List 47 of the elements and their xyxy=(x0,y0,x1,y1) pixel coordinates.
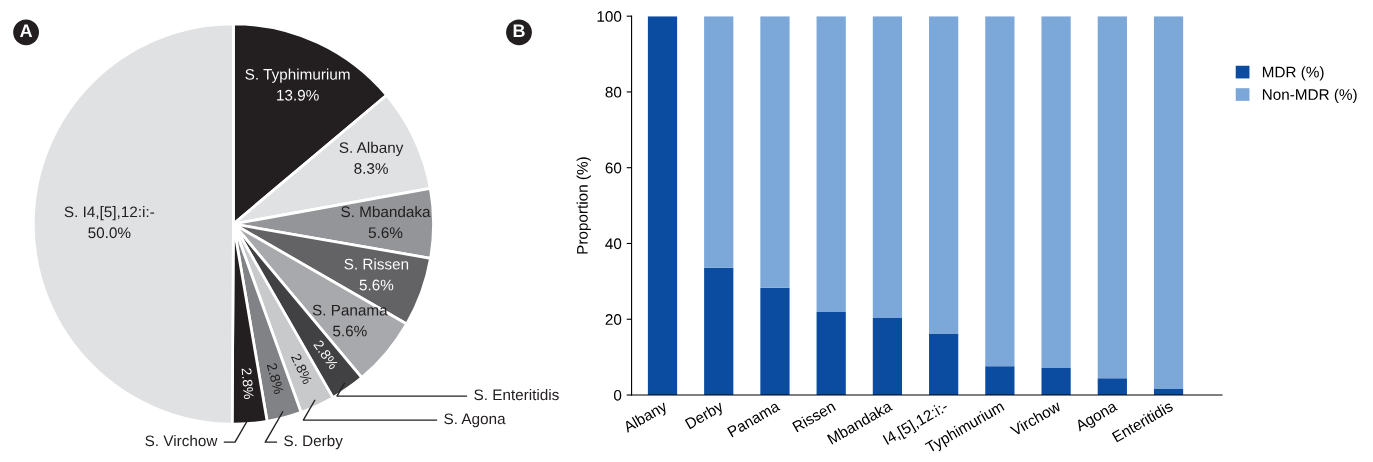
text: A xyxy=(20,24,33,38)
data-label: 8.3% xyxy=(354,163,388,174)
y-tick-label: 40 xyxy=(605,238,622,250)
slice-label: S. I4,[5],12:i:- xyxy=(64,206,155,221)
slice-label: S. Enteritidis xyxy=(474,388,559,401)
data-label: 5.6% xyxy=(333,325,367,337)
bar xyxy=(816,16,846,313)
slice-label: S. Albany xyxy=(339,141,404,157)
bar xyxy=(760,16,790,288)
text: B xyxy=(513,24,525,38)
data-label: 13.9% xyxy=(277,89,319,101)
slice-label: S. Rissen xyxy=(344,258,409,270)
slice-label: S. Agona xyxy=(444,413,506,428)
bar xyxy=(1097,378,1127,396)
bar xyxy=(929,16,959,335)
legend-label: MDR (%) xyxy=(1262,66,1324,81)
bar xyxy=(929,334,959,396)
y-axis-title: Proportion (%) xyxy=(576,157,591,254)
slice-label: S. Derby xyxy=(284,435,343,450)
data-label: 2.8% xyxy=(241,367,254,400)
bar xyxy=(1153,16,1184,389)
bar xyxy=(985,366,1015,396)
bar xyxy=(872,318,903,396)
bar xyxy=(647,16,678,396)
slice-label: S. Mbandaka xyxy=(341,205,431,218)
bar xyxy=(1041,16,1071,369)
bar xyxy=(1041,368,1071,396)
data-label: 5.6% xyxy=(368,227,403,239)
y-tick-label: 80 xyxy=(605,86,622,98)
y-tick-label: 60 xyxy=(605,162,622,174)
bar xyxy=(760,287,790,396)
legend-label: Non-MDR (%) xyxy=(1262,88,1357,103)
y-tick-label: 20 xyxy=(605,314,622,325)
slice-label: S. Virchow xyxy=(145,435,218,447)
data-label: 5.6% xyxy=(359,279,394,291)
bar xyxy=(985,16,1015,367)
y-tick-label: 100 xyxy=(597,11,622,22)
bar xyxy=(872,16,903,319)
bar xyxy=(816,312,846,396)
bar xyxy=(704,16,734,268)
data-label: 2.8% xyxy=(266,362,284,395)
data-label: 50.0% xyxy=(88,227,131,239)
y-tick-label: 0 xyxy=(613,389,622,401)
bar xyxy=(1097,16,1127,379)
slice-label: S. Typhimurium xyxy=(245,68,350,83)
data-label: 2.8% xyxy=(290,353,313,385)
bar xyxy=(704,267,734,396)
